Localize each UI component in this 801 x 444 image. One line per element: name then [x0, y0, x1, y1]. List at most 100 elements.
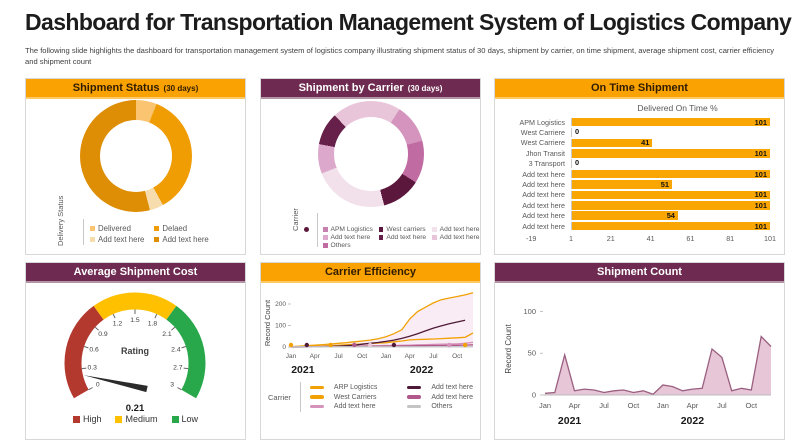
gauge-chart: 0 0.3 0.6 0.9 1.2 1.5 1.8 2.1 2.4 2.7 3 Rating 0.21 — [64, 292, 206, 414]
legend-swatch-icon — [72, 415, 80, 423]
panel-title: Average Shipment Cost — [73, 266, 198, 278]
legend-swatch-icon — [323, 227, 328, 232]
bar-value-label: 101 — [754, 200, 767, 210]
legend-swatch-icon — [407, 404, 422, 409]
legend-swatch-icon — [323, 243, 328, 248]
panel-title: Shipment by Carrier — [298, 82, 404, 94]
legend-item: Add text here — [90, 235, 144, 244]
bar-row: Add text here 101 — [501, 169, 770, 179]
svg-text:2022: 2022 — [681, 415, 705, 427]
bar-track: 0 — [571, 159, 770, 169]
x-axis-tick-label: -19 — [526, 234, 537, 244]
svg-text:0: 0 — [96, 382, 100, 389]
svg-text:0: 0 — [532, 391, 536, 400]
shipment-by-carrier-donut-wrap — [261, 99, 480, 207]
legend-swatch-icon — [432, 235, 437, 240]
bar-row: APM Logistics 101 — [501, 117, 770, 127]
legend-item: Add text here — [432, 234, 479, 241]
bar-chart-x-axis: -19 1 21 41 61 81 101 — [526, 234, 776, 244]
panel-title: Shipment Status — [72, 82, 160, 94]
x-axis-tick-label: 1 — [569, 234, 573, 244]
legend-item: Others — [407, 403, 473, 410]
panel-title-suffix: (30 days) — [407, 83, 443, 93]
legend-label: Add text here — [431, 393, 473, 401]
svg-text:0.9: 0.9 — [98, 331, 108, 338]
bar-value-label: 101 — [754, 148, 767, 158]
bar-value-label: 0 — [575, 127, 580, 137]
legend-item: Add text here — [309, 403, 377, 410]
panel-shipment-by-carrier: Shipment by Carrier (30 days) Carrier AP… — [260, 78, 481, 255]
svg-text:2021: 2021 — [291, 364, 315, 376]
bar-category-label: 3 Transport — [528, 159, 565, 169]
panel-shipment-count: Shipment Count 0 50 100 Jan Apr Jul Oct Jan Apr J… — [494, 262, 785, 440]
svg-text:Jul: Jul — [334, 353, 343, 360]
panel-title-suffix: (30 days) — [163, 83, 199, 93]
bar-row: Add text here 54 — [501, 211, 770, 221]
panel-title: On Time Shipment — [591, 82, 688, 94]
legend-swatch-icon — [407, 385, 422, 390]
on-time-shipment-body: Delivered On Time % APM Logistics 101 West… — [495, 103, 784, 256]
panel-on-time-shipment: On Time Shipment Delivered On Time % APM… — [494, 78, 785, 255]
bar-category-label: West Carriere — [520, 128, 565, 138]
legend-swatch-icon — [90, 226, 95, 231]
svg-text:Apr: Apr — [569, 401, 581, 410]
legend-label: APM Logistics — [330, 226, 373, 233]
legend-item: Medium — [115, 414, 158, 424]
legend-label: ARP Logistics — [333, 384, 378, 391]
svg-text:200: 200 — [275, 301, 286, 308]
panel-title: Shipment Count — [597, 266, 682, 278]
legend-label: West Carriers — [333, 393, 377, 401]
svg-text:Oct: Oct — [452, 353, 462, 360]
donut-hole — [333, 117, 408, 191]
svg-text:0.3: 0.3 — [87, 365, 97, 372]
bar-track: 101 — [571, 118, 770, 127]
bar: 101 — [572, 149, 770, 158]
svg-text:Jan: Jan — [657, 401, 669, 410]
x-axis-tick-label: 81 — [726, 234, 735, 244]
legend-label: Medium — [125, 414, 158, 424]
bar: 101 — [572, 201, 770, 210]
bar-value-label: 41 — [641, 138, 650, 148]
legend-item: Add text here — [407, 384, 473, 391]
svg-text:Jul: Jul — [599, 401, 609, 410]
legend-swatch-icon — [90, 237, 95, 242]
shipment-status-donut-wrap — [26, 99, 245, 212]
page-subtitle: The following slide highlights the dashb… — [25, 46, 775, 66]
legend-label: Add text here — [439, 234, 480, 241]
svg-text:1.2: 1.2 — [113, 321, 123, 328]
svg-text:Oct: Oct — [628, 401, 641, 410]
bar-track: 0 — [571, 128, 770, 137]
bar-category-label: Jhon Transit — [525, 148, 565, 158]
legend-item: High — [72, 414, 101, 424]
legend-swatch-icon — [115, 415, 123, 423]
legend-bullet-icon — [304, 227, 309, 232]
bar-value-label: 54 — [666, 211, 675, 221]
legend-label: Add text here — [439, 226, 480, 233]
legend-label: Add text here — [162, 235, 209, 244]
legend-label: Add text here — [98, 235, 145, 244]
svg-text:Rating: Rating — [121, 346, 149, 356]
bar: 101 — [572, 170, 770, 179]
gauge-legend: High Medium Low — [26, 414, 245, 424]
svg-text:50: 50 — [528, 349, 536, 358]
bar-chart-subtitle: Delivered On Time % — [637, 103, 718, 113]
legend-swatch-icon — [309, 395, 324, 399]
svg-text:0.21: 0.21 — [126, 403, 145, 414]
legend-swatch-icon — [171, 415, 179, 423]
x-axis-tick-label: 41 — [646, 234, 655, 244]
svg-text:Oct: Oct — [745, 401, 758, 410]
bar-row: Jhon Transit 101 — [501, 148, 770, 158]
svg-text:Apr: Apr — [687, 401, 699, 410]
bar-category-label: Add text here — [522, 221, 565, 231]
legend-swatch-icon — [323, 235, 328, 240]
legend-label: West carriers — [386, 226, 426, 233]
bar-row: Add text here 101 — [501, 221, 770, 231]
bar: 54 — [572, 211, 678, 220]
legend-label: Add text here — [330, 234, 371, 241]
legend-label: Delivered — [98, 224, 131, 233]
bar-category-label: Add text here — [522, 169, 565, 179]
svg-text:2.7: 2.7 — [173, 365, 183, 372]
shipment-count-area-chart: 0 50 100 Jan Apr Jul Oct Jan Apr Jul Oct 2021 2022 Re… — [504, 307, 772, 427]
svg-text:Jul: Jul — [429, 353, 438, 360]
legend-item: Add text here — [432, 226, 479, 233]
